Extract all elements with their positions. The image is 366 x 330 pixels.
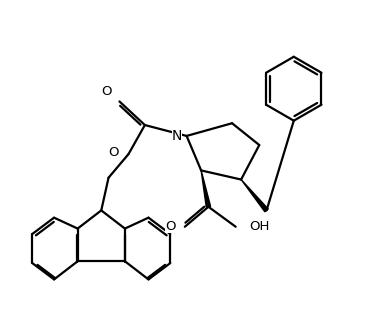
- Text: N: N: [172, 129, 182, 143]
- Text: O: O: [102, 85, 112, 98]
- Polygon shape: [241, 180, 268, 212]
- Text: O: O: [165, 220, 176, 233]
- Text: OH: OH: [250, 220, 270, 233]
- Text: O: O: [108, 146, 118, 159]
- Polygon shape: [201, 171, 210, 207]
